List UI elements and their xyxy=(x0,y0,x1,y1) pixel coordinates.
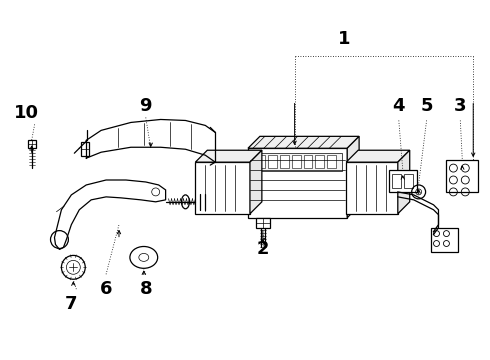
Bar xyxy=(256,218,270,228)
Ellipse shape xyxy=(181,195,190,209)
Polygon shape xyxy=(346,150,410,162)
Bar xyxy=(392,174,401,188)
Polygon shape xyxy=(248,136,359,148)
Bar xyxy=(316,155,324,168)
Text: 5: 5 xyxy=(420,96,433,114)
Ellipse shape xyxy=(139,253,149,261)
Bar xyxy=(253,153,342,171)
Bar xyxy=(404,174,413,188)
Polygon shape xyxy=(250,150,262,214)
Ellipse shape xyxy=(130,247,158,268)
Text: 4: 4 xyxy=(392,96,405,114)
Text: 9: 9 xyxy=(140,96,152,114)
Bar xyxy=(28,140,36,148)
Text: 6: 6 xyxy=(100,280,112,298)
Text: 7: 7 xyxy=(65,295,77,313)
Bar xyxy=(256,155,265,168)
Text: 3: 3 xyxy=(454,96,466,114)
Polygon shape xyxy=(398,150,410,214)
Bar xyxy=(196,162,250,214)
Text: 1: 1 xyxy=(338,30,350,48)
Text: 2: 2 xyxy=(257,240,269,258)
Bar xyxy=(446,160,478,192)
Text: 8: 8 xyxy=(140,280,152,298)
Bar xyxy=(292,155,300,168)
Bar xyxy=(327,155,336,168)
Bar xyxy=(268,155,277,168)
Bar xyxy=(346,162,398,214)
Bar xyxy=(248,148,347,218)
Bar xyxy=(280,155,289,168)
Bar xyxy=(303,155,313,168)
Polygon shape xyxy=(54,180,166,249)
Polygon shape xyxy=(196,150,262,162)
Text: 10: 10 xyxy=(14,104,39,122)
Bar xyxy=(389,170,416,192)
Polygon shape xyxy=(347,136,359,218)
Bar xyxy=(81,142,89,156)
Bar xyxy=(431,228,458,252)
